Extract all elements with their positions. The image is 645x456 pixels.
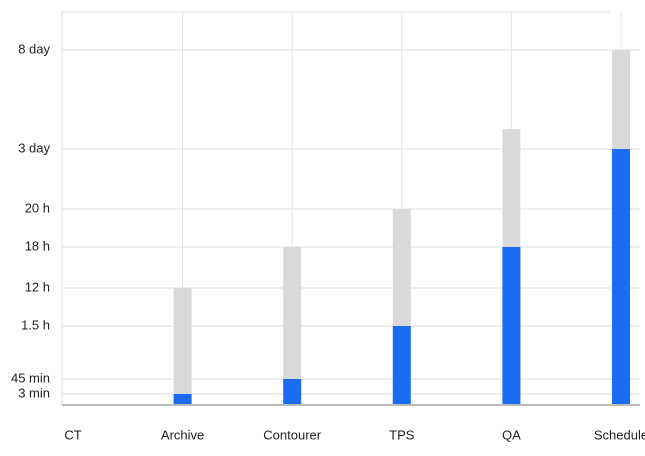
y-tick-label: 20 h xyxy=(25,200,50,215)
x-tick-label: Schedule xyxy=(594,427,645,442)
bar xyxy=(173,394,192,405)
bar xyxy=(283,379,302,405)
x-tick-label: CT xyxy=(64,427,81,442)
y-tick-label: 3 day xyxy=(18,140,50,155)
y-tick-label: 18 h xyxy=(25,238,50,253)
bar xyxy=(612,149,630,405)
bar xyxy=(392,326,411,405)
bar xyxy=(283,247,302,405)
bar xyxy=(173,288,192,405)
x-tick-label: Contourer xyxy=(263,427,321,442)
y-tick-label: 3 min xyxy=(18,385,50,400)
y-tick-label: 1.5 h xyxy=(21,317,50,332)
y-tick-label: 12 h xyxy=(25,279,50,294)
bar xyxy=(502,247,521,405)
x-tick-label: QA xyxy=(502,427,521,442)
x-tick-label: Archive xyxy=(161,427,204,442)
y-tick-label: 8 day xyxy=(18,41,50,56)
x-tick-label: TPS xyxy=(389,427,415,442)
y-tick-label: 45 min xyxy=(11,370,50,385)
